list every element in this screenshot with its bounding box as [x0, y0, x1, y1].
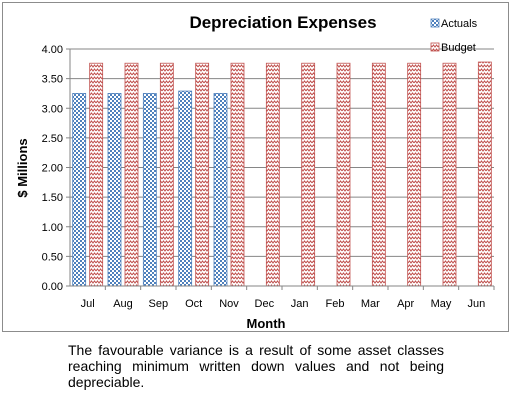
x-axis-label: Month [247, 316, 286, 331]
bar-actuals-nov [213, 93, 228, 287]
depreciation-chart: 0.00 0.50 1.00 1.50 2.00 2.50 3.00 3.50 4.00 Jul… [15, 13, 495, 331]
bar-actuals-jul [72, 93, 87, 287]
legend-swatch-actuals [430, 18, 440, 28]
bar-actuals-oct [178, 90, 193, 287]
x-tick-label: Jun [467, 298, 485, 310]
x-tick-label: Jul [81, 298, 95, 310]
legend-label-budget: Budget [441, 42, 476, 54]
bar-budget-jun [477, 61, 492, 287]
chart-title: Depreciation Expenses [189, 13, 376, 32]
x-tick-label: Mar [361, 298, 380, 310]
legend-swatch-budget [430, 42, 440, 52]
x-tick-label: Oct [185, 298, 202, 310]
y-tick-label: 4.00 [42, 44, 63, 56]
y-tick-label: 0.50 [42, 251, 63, 263]
y-tick-label: 2.50 [42, 133, 63, 145]
bar-budget-jan [301, 62, 316, 287]
bar-budget-oct [195, 62, 210, 287]
chart-caption: The favourable variance is a result of s… [68, 342, 444, 390]
bar-budget-apr [407, 62, 422, 287]
x-tick-labels: Jul Aug Sep Oct Nov Dec Jan Feb Mar Apr May Jun [81, 298, 486, 310]
legend: Actuals Budget [430, 18, 478, 54]
bar-budget-aug [124, 62, 139, 287]
bar-actuals-aug [107, 93, 122, 287]
axes [69, 49, 495, 290]
y-tick-label: 3.50 [42, 74, 63, 86]
bars [72, 61, 492, 287]
bar-budget-sep [159, 62, 174, 287]
x-tick-label: Nov [219, 298, 239, 310]
x-tick-label: Dec [255, 298, 275, 310]
y-tick-label: 1.50 [42, 192, 63, 204]
gridlines [66, 48, 494, 287]
bar-budget-may [442, 62, 457, 287]
bar-budget-dec [265, 62, 280, 287]
legend-label-actuals: Actuals [441, 18, 478, 30]
x-tick-label: Apr [397, 298, 414, 310]
y-tick-label: 1.00 [42, 222, 63, 234]
bar-budget-mar [371, 62, 386, 287]
y-tick-label: 3.00 [42, 103, 63, 115]
bar-budget-nov [230, 62, 245, 287]
y-tick-label: 2.00 [42, 163, 63, 175]
x-tick-label: Aug [113, 298, 133, 310]
x-tick-label: Sep [149, 298, 169, 310]
bar-actuals-sep [142, 93, 157, 287]
x-tick-label: Jan [291, 298, 309, 310]
bar-budget-jul [89, 62, 104, 287]
y-tick-labels: 0.00 0.50 1.00 1.50 2.00 2.50 3.00 3.50 4.00 [42, 44, 63, 293]
x-tick-label: May [431, 298, 452, 310]
y-axis-label: $ Millions [15, 138, 30, 197]
x-tick-label: Feb [326, 298, 345, 310]
y-tick-label: 0.00 [42, 281, 63, 293]
bar-budget-feb [336, 62, 351, 287]
